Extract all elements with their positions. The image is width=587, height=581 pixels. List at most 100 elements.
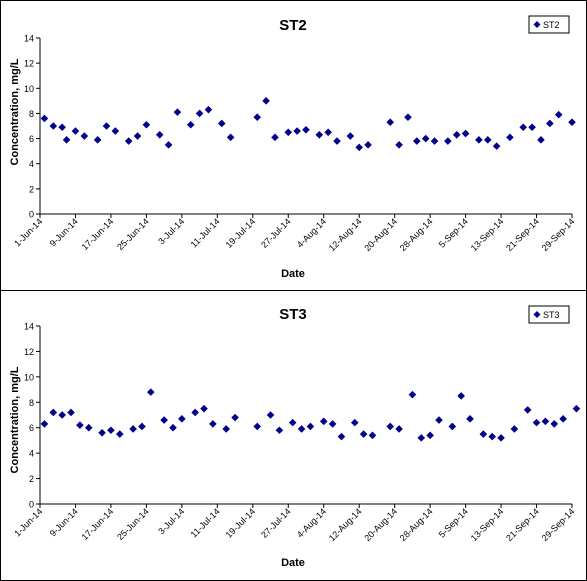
data-point — [466, 415, 474, 423]
x-tick-label: 9-Jun-14 — [48, 506, 80, 538]
data-point — [71, 127, 80, 135]
y-tick-label: 14 — [24, 34, 34, 44]
data-point — [147, 388, 155, 396]
data-point — [333, 137, 341, 145]
data-point — [475, 136, 483, 144]
data-point — [200, 404, 208, 413]
x-tick-label: 19-Jul-14 — [224, 506, 258, 540]
x-axis-label: Date — [281, 557, 305, 569]
data-point — [435, 416, 443, 424]
x-axis: 1-Jun-14 9-Jun-14 17-Jun-14 25-Jun-14 3-Jul-… — [12, 213, 577, 253]
data-point — [191, 408, 199, 417]
y-tick-label: 12 — [24, 59, 34, 69]
data-point — [386, 422, 395, 431]
data-point — [275, 426, 284, 435]
data-point — [195, 109, 204, 118]
data-point — [364, 141, 372, 149]
x-tick-label: 27-Jul-14 — [259, 216, 293, 250]
x-tick-label: 4-Aug-14 — [295, 506, 328, 539]
x-tick-label: 29-Sep-14 — [540, 216, 577, 253]
data-point — [337, 432, 346, 441]
data-point — [49, 122, 58, 130]
data-point — [253, 422, 262, 431]
data-point — [328, 420, 337, 428]
data-point — [368, 431, 377, 440]
x-tick-label: 13-Sep-14 — [469, 216, 506, 253]
x-tick-label: 25-Jun-14 — [115, 216, 151, 252]
data-point — [448, 422, 457, 431]
data-point — [550, 420, 559, 428]
data-point — [262, 97, 270, 105]
y-tick-label: 0 — [29, 210, 34, 220]
data-point — [133, 132, 142, 140]
y-tick-label: 6 — [29, 134, 34, 144]
data-point — [204, 105, 213, 114]
data-point — [58, 411, 66, 419]
data-point — [541, 417, 550, 426]
y-axis: 0 2 4 6 8 10 12 14 — [24, 322, 41, 510]
data-point — [346, 132, 355, 140]
data-point — [253, 113, 262, 121]
data-point — [315, 131, 324, 139]
data-point — [58, 123, 66, 132]
data-point — [408, 390, 417, 399]
data-point — [288, 418, 297, 427]
x-tick-label: 20-Aug-14 — [362, 216, 399, 253]
data-point — [413, 137, 421, 145]
x-tick-label: 12-Aug-14 — [327, 506, 364, 543]
data-point — [40, 114, 49, 123]
data-point — [488, 432, 496, 441]
data-point — [395, 425, 403, 433]
data-points — [40, 388, 581, 442]
legend: ST2 — [528, 15, 570, 34]
data-point — [355, 143, 363, 152]
data-point — [271, 133, 279, 142]
data-point — [559, 415, 567, 423]
data-point — [324, 128, 332, 137]
x-tick-label: 4-Aug-14 — [295, 216, 328, 249]
data-point — [523, 406, 532, 414]
data-point — [129, 425, 137, 433]
data-point — [116, 430, 124, 438]
data-point — [350, 418, 359, 427]
legend-box — [528, 15, 570, 34]
data-point — [178, 415, 186, 423]
data-point — [226, 133, 235, 142]
data-point — [461, 129, 470, 138]
chart-title: ST2 — [279, 17, 307, 34]
data-point — [302, 125, 310, 134]
data-point — [142, 120, 151, 129]
y-tick-label: 6 — [29, 423, 34, 433]
data-point — [67, 408, 75, 417]
data-point — [479, 430, 488, 438]
data-point — [452, 131, 461, 139]
data-point — [297, 425, 306, 433]
x-tick-label: 29-Sep-14 — [540, 506, 577, 543]
data-point — [173, 108, 182, 116]
y-tick-label: 2 — [29, 184, 34, 194]
data-point — [284, 128, 293, 137]
data-point — [124, 137, 133, 145]
x-tick-label: 28-Aug-14 — [398, 506, 435, 543]
data-point — [359, 430, 368, 438]
data-point — [102, 122, 111, 130]
x-tick-label: 17-Jun-14 — [80, 506, 116, 542]
data-point — [160, 416, 168, 424]
chart-st2: ST2 ST2 Concentration, mg/L Date 0 2 4 6 8 10… — [9, 15, 577, 280]
data-point — [386, 118, 395, 127]
data-point — [107, 426, 115, 435]
data-point — [93, 136, 102, 144]
data-point — [98, 429, 106, 437]
data-point — [155, 131, 164, 139]
y-tick-label: 4 — [29, 449, 34, 459]
data-point — [519, 123, 528, 132]
x-tick-label: 13-Sep-14 — [469, 506, 506, 543]
x-tick-label: 5-Sep-14 — [437, 506, 470, 539]
y-tick-label: 0 — [29, 500, 34, 510]
y-axis-label: Concentration, mg/L — [9, 366, 21, 473]
y-tick-label: 10 — [24, 84, 34, 94]
data-point — [84, 423, 93, 432]
data-point — [111, 127, 120, 135]
chart-title: ST3 — [279, 306, 307, 323]
